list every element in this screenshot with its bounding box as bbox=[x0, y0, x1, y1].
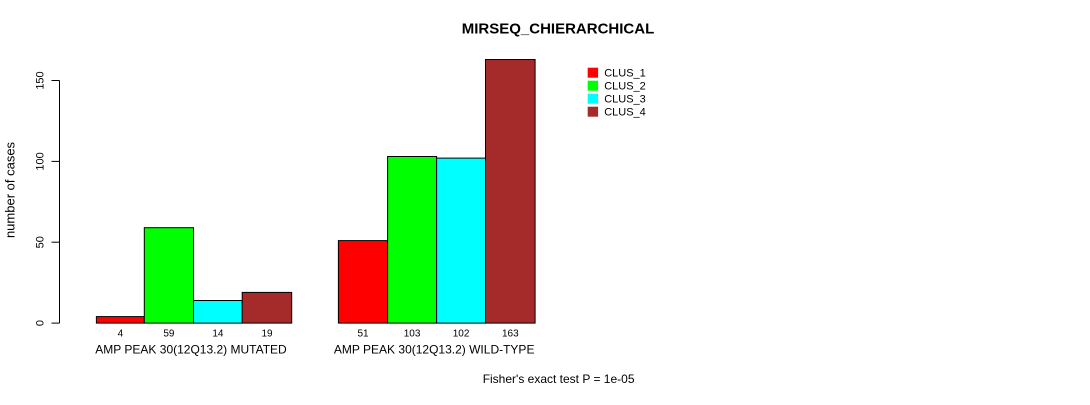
svg-text:0: 0 bbox=[35, 320, 47, 326]
svg-text:50: 50 bbox=[35, 236, 47, 248]
svg-text:163: 163 bbox=[502, 329, 519, 340]
svg-text:19: 19 bbox=[261, 329, 273, 340]
svg-text:CLUS_2: CLUS_2 bbox=[604, 81, 646, 93]
svg-text:Fisher's exact test P = 1e-05: Fisher's exact test P = 1e-05 bbox=[483, 372, 635, 386]
svg-text:MIRSEQ_CHIERARCHICAL: MIRSEQ_CHIERARCHICAL bbox=[462, 21, 655, 38]
svg-text:59: 59 bbox=[163, 329, 175, 340]
svg-text:CLUS_4: CLUS_4 bbox=[604, 107, 646, 119]
svg-text:CLUS_1: CLUS_1 bbox=[604, 68, 646, 80]
svg-text:14: 14 bbox=[212, 329, 224, 340]
svg-text:102: 102 bbox=[453, 329, 470, 340]
svg-text:51: 51 bbox=[357, 329, 369, 340]
svg-text:100: 100 bbox=[35, 152, 47, 170]
svg-text:150: 150 bbox=[35, 71, 47, 89]
svg-text:4: 4 bbox=[118, 329, 124, 340]
svg-text:AMP PEAK 30(12Q13.2) MUTATED: AMP PEAK 30(12Q13.2) MUTATED bbox=[95, 343, 287, 357]
svg-text:number of cases: number of cases bbox=[3, 141, 18, 238]
svg-text:AMP PEAK 30(12Q13.2) WILD-TYPE: AMP PEAK 30(12Q13.2) WILD-TYPE bbox=[334, 343, 535, 357]
svg-text:103: 103 bbox=[404, 329, 421, 340]
svg-text:CLUS_3: CLUS_3 bbox=[604, 94, 646, 106]
